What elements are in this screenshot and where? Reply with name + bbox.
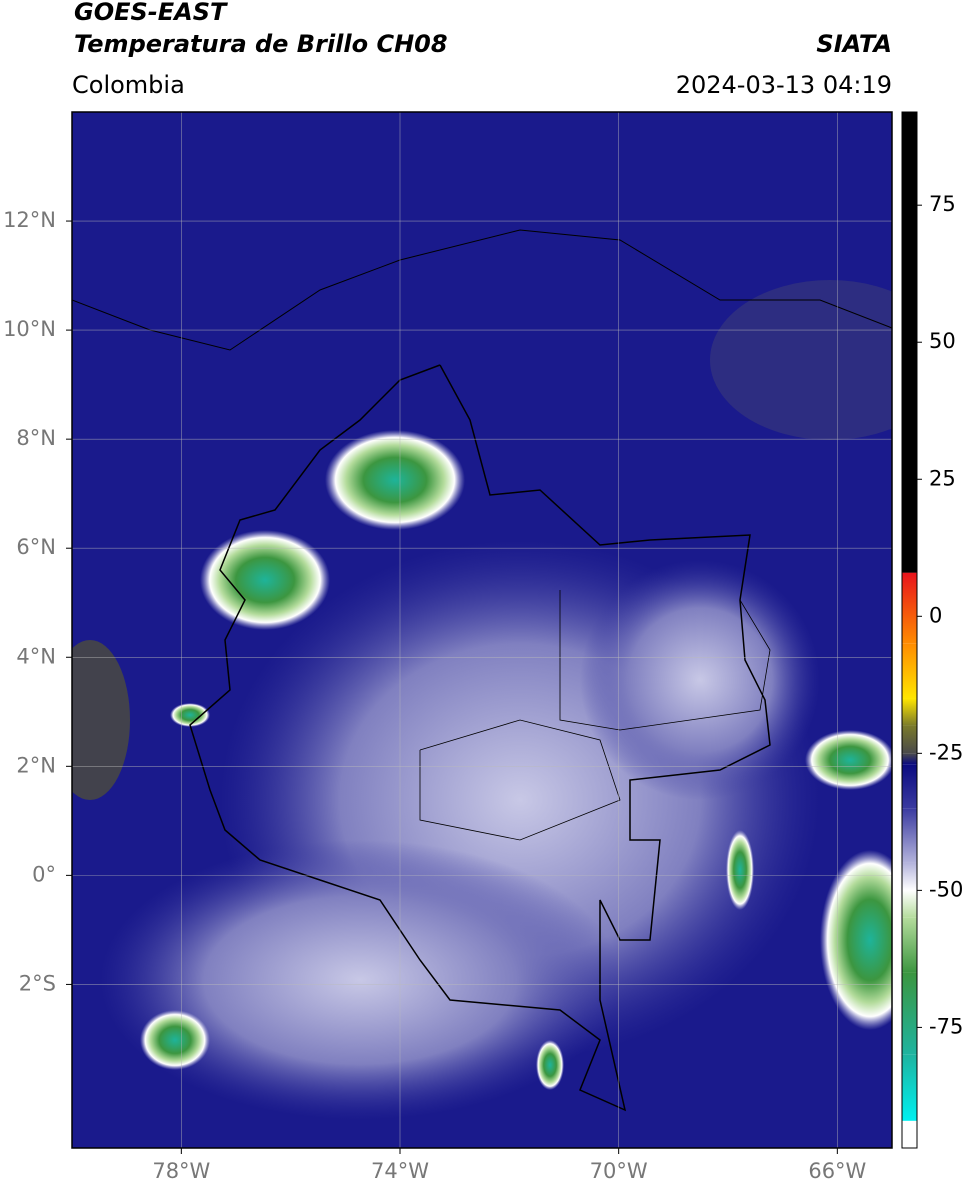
- y-tick-label: 0°: [32, 862, 56, 886]
- storm-cell: [726, 830, 754, 910]
- region: Colombia: [72, 71, 185, 99]
- colorbar-segment: [902, 972, 917, 1055]
- subtitle: Temperatura de Brillo CH08: [74, 30, 448, 58]
- storm-cell: [805, 730, 892, 790]
- x-tick-label: 74°W: [371, 1159, 429, 1183]
- y-tick-label: 12°N: [3, 208, 56, 232]
- country-border: [189, 364, 771, 1112]
- colorbar-tick-label: -25: [929, 740, 963, 764]
- colorbar-segment: [902, 1120, 917, 1122]
- cloud-haze: [100, 840, 620, 1120]
- colorbar-segment: [902, 725, 917, 754]
- map-image: [72, 112, 892, 1148]
- colorbar-tick-label: 0: [929, 603, 942, 627]
- y-tick-label: 2°N: [16, 753, 56, 777]
- cloud-haze: [710, 280, 892, 440]
- colorbar-segment: [902, 917, 917, 973]
- colorbar-tick-label: 75: [929, 192, 956, 216]
- title: GOES-EAST: [74, 0, 228, 26]
- colorbar-segment: [902, 808, 917, 863]
- colorbar-segment: [902, 1121, 917, 1148]
- storm-cell: [536, 1040, 564, 1090]
- storm-cell: [200, 530, 330, 630]
- colorbar-segment: [902, 862, 917, 891]
- y-tick-label: 6°N: [16, 535, 56, 559]
- storm-cell: [140, 1010, 210, 1070]
- datetime: 2024-03-13 04:19: [676, 71, 892, 99]
- map-frame: [71, 111, 893, 1149]
- colorbar-segment: [902, 764, 917, 809]
- x-tick-label: 70°W: [590, 1159, 648, 1183]
- colorbar-frame: [901, 111, 918, 1149]
- y-tick-label: 4°N: [16, 644, 56, 668]
- storm-cell: [325, 430, 465, 530]
- colorbar-segment: [902, 698, 917, 726]
- x-tick-label: 66°W: [808, 1159, 866, 1183]
- colorbar-tick-label: -50: [929, 877, 963, 901]
- colorbar-segment: [902, 572, 917, 644]
- x-tick-label: 78°W: [152, 1159, 210, 1183]
- colorbar-tick-label: 50: [929, 329, 956, 353]
- colorbar-segment: [902, 753, 917, 765]
- y-tick-label: 10°N: [3, 317, 56, 341]
- coastline: [72, 229, 892, 351]
- y-tick-label: 8°N: [16, 426, 56, 450]
- y-tick-label: 2°S: [19, 971, 56, 995]
- colorbar-segment: [902, 890, 917, 918]
- storm-cell: [820, 850, 892, 1030]
- storm-cell: [170, 703, 210, 727]
- colorbar-segment: [902, 112, 917, 573]
- colorbar-segment: [902, 1054, 917, 1121]
- department-border: [419, 719, 621, 841]
- colorbar-segment: [902, 572, 917, 573]
- source: SIATA: [816, 30, 892, 58]
- department-border: [559, 590, 771, 731]
- colorbar-segment: [902, 643, 917, 699]
- cloud-haze: [72, 640, 130, 800]
- colorbar-tick-label: 25: [929, 466, 956, 490]
- cloud-haze: [580, 560, 820, 800]
- colorbar-tick-label: -75: [929, 1014, 963, 1038]
